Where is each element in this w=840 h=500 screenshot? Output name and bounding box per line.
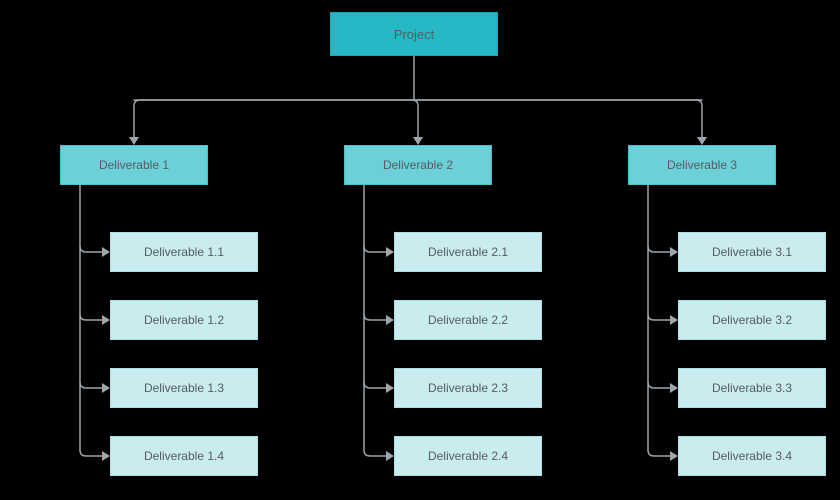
node-label: Deliverable 1 bbox=[99, 158, 169, 172]
node-label: Deliverable 2.2 bbox=[428, 313, 508, 327]
node-label: Deliverable 2.3 bbox=[428, 381, 508, 395]
node-d13: Deliverable 1.3 bbox=[110, 368, 258, 408]
node-label: Deliverable 2.1 bbox=[428, 245, 508, 259]
node-d2: Deliverable 2 bbox=[344, 145, 492, 185]
node-d23: Deliverable 2.3 bbox=[394, 368, 542, 408]
node-d24: Deliverable 2.4 bbox=[394, 436, 542, 476]
node-d11: Deliverable 1.1 bbox=[110, 232, 258, 272]
node-label: Deliverable 3.4 bbox=[712, 449, 792, 463]
node-label: Deliverable 2.4 bbox=[428, 449, 508, 463]
node-d22: Deliverable 2.2 bbox=[394, 300, 542, 340]
node-label: Deliverable 1.2 bbox=[144, 313, 224, 327]
node-label: Project bbox=[394, 27, 434, 42]
node-label: Deliverable 2 bbox=[383, 158, 453, 172]
node-label: Deliverable 3.1 bbox=[712, 245, 792, 259]
node-label: Deliverable 1.4 bbox=[144, 449, 224, 463]
node-d31: Deliverable 3.1 bbox=[678, 232, 826, 272]
node-d3: Deliverable 3 bbox=[628, 145, 776, 185]
node-d21: Deliverable 2.1 bbox=[394, 232, 542, 272]
node-label: Deliverable 3.2 bbox=[712, 313, 792, 327]
node-d14: Deliverable 1.4 bbox=[110, 436, 258, 476]
node-label: Deliverable 3 bbox=[667, 158, 737, 172]
node-label: Deliverable 3.3 bbox=[712, 381, 792, 395]
node-d12: Deliverable 1.2 bbox=[110, 300, 258, 340]
node-d32: Deliverable 3.2 bbox=[678, 300, 826, 340]
node-d1: Deliverable 1 bbox=[60, 145, 208, 185]
node-d33: Deliverable 3.3 bbox=[678, 368, 826, 408]
node-d34: Deliverable 3.4 bbox=[678, 436, 826, 476]
node-label: Deliverable 1.3 bbox=[144, 381, 224, 395]
diagram-canvas: Project Deliverable 1 Deliverable 2 Deliver… bbox=[0, 0, 840, 500]
node-label: Deliverable 1.1 bbox=[144, 245, 224, 259]
node-root: Project bbox=[330, 12, 498, 56]
